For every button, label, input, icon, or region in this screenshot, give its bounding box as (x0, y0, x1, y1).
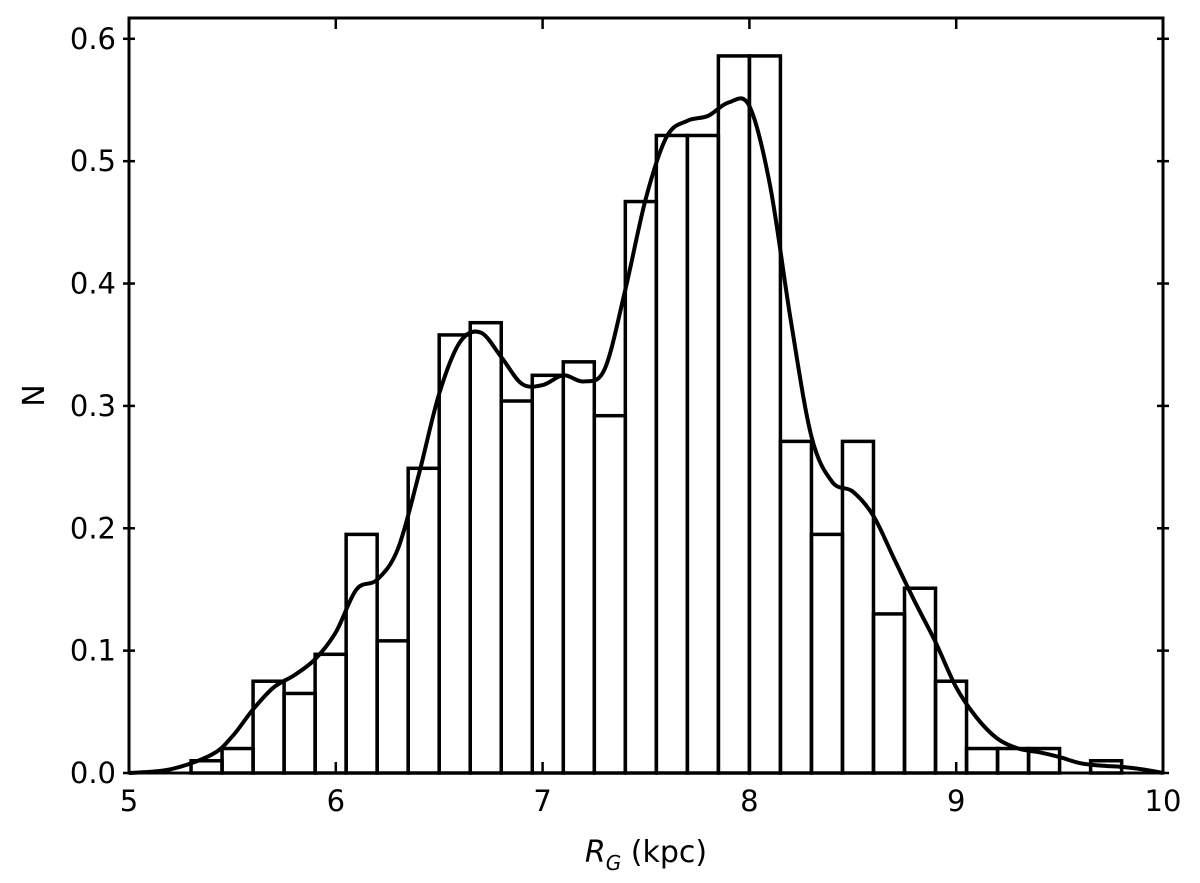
kde-curve (128, 96, 1164, 775)
histogram-bar (840, 439, 876, 775)
y-tick-label: 0.4 (70, 267, 116, 301)
histogram-bar (499, 399, 535, 775)
histogram-bar (592, 413, 628, 775)
histogram-bar (220, 746, 255, 775)
histogram-bar (964, 746, 1000, 775)
histogram-bar (313, 652, 348, 775)
plot-marks (128, 54, 1164, 775)
histogram-bar (778, 439, 814, 775)
x-tick-label: 8 (740, 784, 758, 818)
histogram-bar (561, 360, 597, 775)
x-tick-label: 7 (533, 784, 551, 818)
histogram-bar (406, 466, 441, 775)
axis-ticks (123, 18, 1169, 775)
y-tick-label: 0.2 (70, 511, 116, 545)
y-tick-label: 0.1 (70, 634, 116, 668)
histogram-bar (282, 691, 317, 775)
x-tick-label: 5 (120, 784, 138, 818)
x-axis-label-main: R (585, 835, 606, 870)
y-tick-label: 0.0 (70, 756, 116, 790)
histogram-bar (809, 532, 845, 775)
histogram-bar (995, 746, 1031, 775)
plot-frame (127, 16, 1165, 775)
y-axis-label: N (17, 384, 52, 406)
histogram-bar (437, 333, 472, 775)
x-tick-label: 10 (1145, 784, 1182, 818)
tick-labels: 5 6 7 8 9 10 0.0 0.1 0.2 0.3 0.4 0.5 0.6 (70, 22, 1182, 818)
histogram-bar (871, 612, 907, 775)
histogram-bar (375, 639, 410, 775)
histogram-bar (344, 532, 379, 775)
histogram-bar (685, 133, 721, 775)
histogram-bar (251, 679, 286, 775)
y-tick-label: 0.3 (70, 389, 116, 423)
x-axis-label-sub: G (606, 851, 622, 875)
x-axis-label: RG (kpc) (585, 835, 707, 875)
histogram-bar (530, 373, 566, 775)
histogram-bar (716, 54, 752, 775)
x-tick-label: 6 (327, 784, 345, 818)
histogram-bar (623, 199, 659, 775)
y-tick-label: 0.6 (70, 22, 116, 56)
x-axis-label-rest: (kpc) (621, 835, 707, 870)
x-tick-label: 9 (947, 784, 965, 818)
histogram-bar (468, 320, 503, 775)
y-tick-label: 0.5 (70, 144, 116, 178)
histogram-bar (654, 133, 690, 775)
